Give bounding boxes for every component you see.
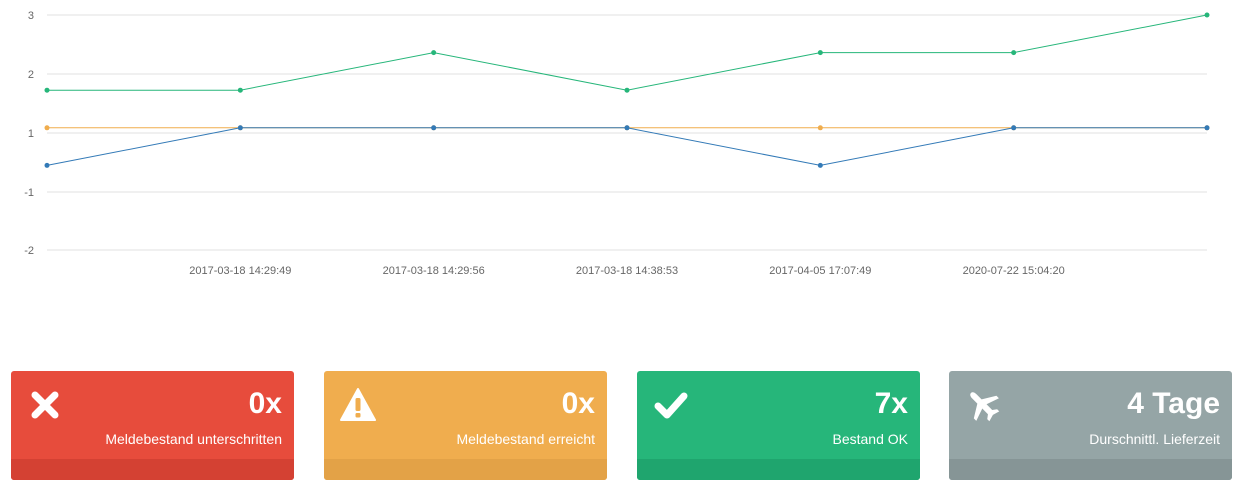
data-point xyxy=(431,125,437,131)
stat-value: 7x xyxy=(874,387,908,420)
line-chart: 321-1-2 2017-03-18 14:29:49 2017-03-18 14… xyxy=(24,10,1210,277)
data-point xyxy=(44,162,50,168)
data-point xyxy=(237,87,243,93)
data-point xyxy=(817,50,823,56)
x-tick-label: 2017-03-18 14:38:53 xyxy=(576,265,678,277)
data-point xyxy=(1204,12,1210,18)
series-2 xyxy=(44,125,1210,168)
x-tick-label: 2020-07-22 15:04:20 xyxy=(963,265,1065,277)
data-point xyxy=(1011,50,1017,56)
data-point xyxy=(624,125,630,131)
x-tick-label: 2017-03-18 14:29:56 xyxy=(383,265,485,277)
stat-value: 0x xyxy=(248,387,282,420)
data-point xyxy=(431,50,437,56)
data-point xyxy=(44,87,50,93)
y-tick-label: 3 xyxy=(28,10,34,22)
stat-card-delivery-time: 4 Tage Durschnittl. Lieferzeit xyxy=(949,371,1232,480)
stat-value: 0x xyxy=(561,387,595,420)
stat-card-threshold-reached: 0x Meldebestand erreicht xyxy=(324,371,607,480)
chart-series xyxy=(44,12,1210,168)
x-tick-label: 2017-03-18 14:29:49 xyxy=(189,265,291,277)
data-point xyxy=(237,125,243,131)
stat-label: Meldebestand unterschritten xyxy=(105,431,282,447)
y-axis-ticks: 3 2 1 -1 -2 xyxy=(24,10,34,257)
stat-footer xyxy=(949,459,1232,480)
stat-footer xyxy=(637,459,920,480)
series-line xyxy=(47,14,1208,91)
stat-footer xyxy=(324,459,607,480)
stat-label: Meldebestand erreicht xyxy=(456,431,595,447)
data-point xyxy=(817,125,823,131)
plane-icon xyxy=(970,392,1000,422)
stat-card-below-threshold: 0x Meldebestand unterschritten xyxy=(11,371,294,480)
data-point xyxy=(44,125,50,131)
series-0 xyxy=(44,12,1210,93)
close-icon xyxy=(31,391,59,419)
y-tick-label: -1 xyxy=(24,187,34,199)
stat-value: 4 Tage xyxy=(1127,387,1220,420)
y-tick-label: -2 xyxy=(24,245,34,257)
data-point xyxy=(1011,125,1017,131)
stat-footer xyxy=(11,459,294,480)
chart-grid xyxy=(47,14,1207,251)
stats-row: 0x Meldebestand unterschritten 0x Meldeb… xyxy=(11,371,1232,480)
check-icon xyxy=(654,392,688,419)
stat-card-stock-ok: 7x Bestand OK xyxy=(637,371,920,480)
data-point xyxy=(624,87,630,93)
warning-icon xyxy=(340,388,376,421)
data-point xyxy=(817,162,823,168)
x-tick-label: 2017-04-05 17:07:49 xyxy=(769,265,871,277)
y-tick-label: 1 xyxy=(28,128,34,140)
stat-label: Durschnittl. Lieferzeit xyxy=(1089,431,1220,447)
x-axis-ticks: 2017-03-18 14:29:49 2017-03-18 14:29:56 20… xyxy=(189,265,1064,277)
y-tick-label: 2 xyxy=(28,69,34,81)
stat-label: Bestand OK xyxy=(832,431,909,447)
data-point xyxy=(1204,125,1210,131)
